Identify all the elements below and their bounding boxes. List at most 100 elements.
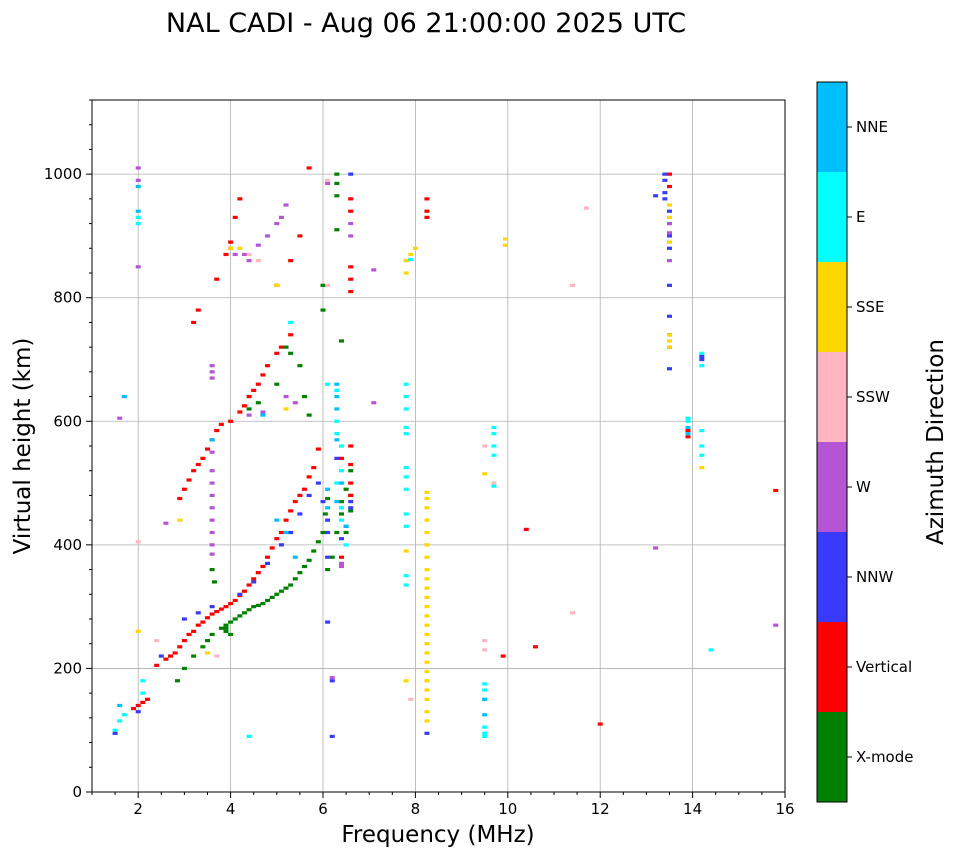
data-point-nnw: [237, 592, 243, 596]
data-point-vertical: [274, 351, 280, 355]
data-point-sse: [424, 555, 430, 559]
data-point-w: [274, 221, 280, 226]
colorbar-label: Azimuth Direction: [923, 339, 949, 545]
data-point-nnw: [662, 197, 668, 201]
data-point-w: [209, 370, 215, 374]
data-point-sse: [502, 237, 508, 241]
data-point-x-mode: [200, 645, 206, 649]
data-point-w: [371, 401, 377, 405]
x-axis-label: Frequency (MHz): [341, 822, 534, 848]
data-point-vertical: [424, 209, 430, 213]
data-point-w: [773, 623, 779, 627]
data-point-vertical: [274, 537, 280, 541]
data-point-w: [209, 450, 215, 454]
data-point-nne: [283, 530, 289, 535]
data-point-x-mode: [260, 601, 266, 606]
data-point-sse: [424, 660, 430, 664]
data-point-vertical: [191, 469, 197, 473]
data-point-e: [403, 583, 409, 587]
data-point-nne: [685, 432, 691, 436]
data-point-x-mode: [218, 626, 224, 630]
data-point-x-mode: [343, 487, 349, 491]
data-point-vertical: [186, 632, 192, 637]
data-point-e: [403, 524, 409, 528]
data-point-w: [255, 243, 261, 247]
data-point-e: [403, 432, 409, 436]
data-point-vertical: [269, 546, 275, 550]
data-point-ssw: [482, 639, 488, 643]
data-point-e: [403, 394, 409, 399]
data-point-nnw: [329, 679, 335, 683]
data-point-e: [288, 320, 294, 325]
x-tick-label: 8: [411, 800, 421, 818]
data-point-sse: [667, 339, 672, 343]
data-point-x-mode: [246, 407, 252, 411]
data-point-vertical: [232, 598, 238, 603]
data-point-sse: [424, 518, 430, 522]
data-point-w: [348, 221, 354, 226]
chart-title: NAL CADI - Aug 06 21:00:00 2025 UTC: [166, 8, 686, 39]
data-point-e: [403, 574, 409, 578]
data-point-w: [292, 401, 298, 405]
data-point-vertical: [246, 583, 252, 587]
data-point-vertical: [306, 475, 312, 479]
data-point-x-mode: [343, 530, 349, 535]
data-point-e: [140, 691, 146, 695]
data-point-x-mode: [174, 679, 180, 683]
data-point-vertical: [237, 197, 243, 201]
data-point-e: [699, 351, 705, 355]
data-point-vertical: [255, 571, 261, 575]
data-point-e: [491, 432, 497, 436]
data-point-vertical: [195, 462, 201, 467]
data-point-vertical: [218, 422, 224, 426]
data-point-x-mode: [246, 608, 252, 612]
data-point-sse: [403, 549, 409, 553]
data-point-w: [653, 546, 659, 550]
colorbar-swatch-nnw: [817, 532, 847, 622]
y-tick-label: 1000: [44, 165, 82, 183]
data-point-vertical: [315, 447, 321, 451]
data-point-sse: [424, 697, 430, 701]
data-point-x-mode: [191, 654, 197, 658]
data-point-w: [348, 234, 354, 238]
data-point-e: [135, 215, 141, 219]
data-point-x-mode: [334, 530, 340, 535]
data-point-nnw: [195, 611, 201, 615]
data-point-vertical: [163, 657, 169, 661]
data-point-w: [232, 252, 238, 257]
data-point-vertical: [144, 697, 150, 701]
data-point-x-mode: [283, 345, 289, 349]
data-point-nnw: [667, 367, 672, 371]
data-point-nnw: [288, 530, 294, 535]
data-point-sse: [403, 259, 409, 263]
data-point-nne: [117, 703, 123, 708]
data-point-vertical: [523, 527, 529, 532]
y-tick-label: 600: [53, 412, 82, 430]
data-point-ssw: [482, 444, 488, 448]
data-point-e: [338, 444, 344, 448]
data-point-vertical: [348, 444, 354, 448]
data-point-vertical: [168, 654, 174, 658]
data-point-e: [491, 453, 497, 457]
data-point-x-mode: [322, 512, 328, 516]
data-point-w: [209, 364, 215, 368]
data-point-vertical: [348, 481, 354, 485]
data-point-vertical: [251, 388, 257, 392]
data-point-vertical: [131, 706, 137, 711]
colorbar-swatch-e: [817, 172, 847, 262]
data-point-nnw: [251, 580, 257, 584]
data-point-sse: [403, 679, 409, 683]
data-point-vertical: [251, 577, 257, 581]
data-point-w: [117, 416, 123, 420]
data-point-nnw: [329, 734, 335, 738]
data-point-vertical: [232, 215, 238, 219]
data-point-e: [334, 481, 340, 485]
data-point-e: [482, 725, 488, 729]
data-point-x-mode: [292, 577, 298, 581]
data-point-e: [343, 543, 349, 547]
data-point-nnw: [667, 209, 672, 213]
data-point-ssw: [154, 639, 160, 643]
data-point-x-mode: [274, 382, 280, 386]
colorbar-label-ssw: SSW: [856, 388, 890, 406]
data-point-w: [371, 268, 377, 272]
